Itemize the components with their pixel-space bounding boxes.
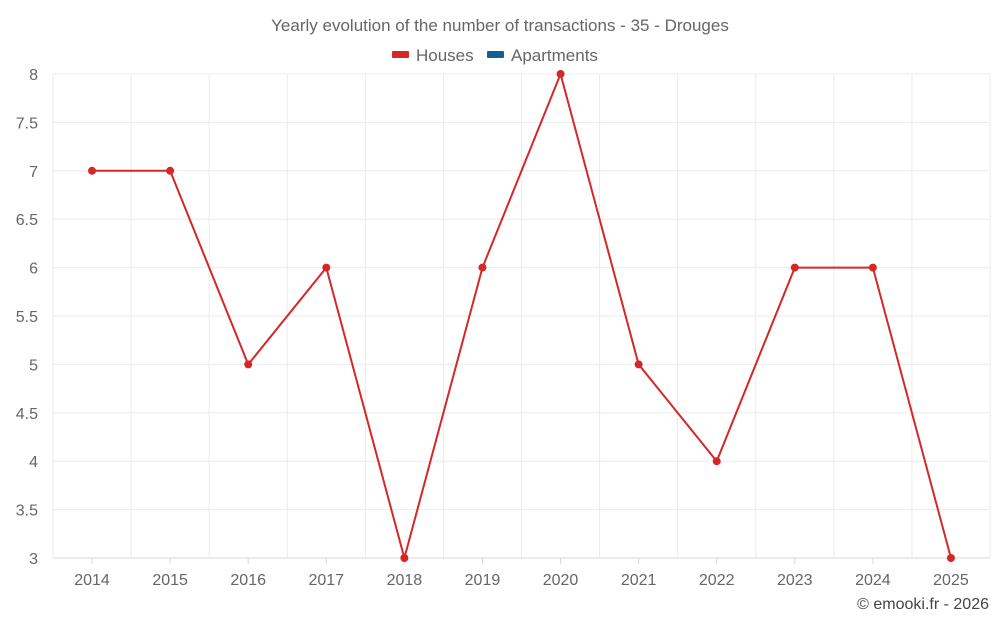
data-point-houses-2022[interactable] bbox=[712, 457, 721, 466]
data-point-houses-2020[interactable] bbox=[556, 70, 565, 78]
data-point-houses-2015[interactable] bbox=[166, 166, 175, 175]
y-tick-label: 6 bbox=[29, 261, 38, 278]
chart-title: Yearly evolution of the number of transa… bbox=[271, 16, 729, 35]
y-tick-label: 5 bbox=[29, 357, 38, 374]
y-tick-label: 5.5 bbox=[16, 309, 38, 326]
data-point-houses-2014[interactable] bbox=[88, 166, 97, 175]
x-tick-label: 2018 bbox=[387, 572, 423, 589]
y-axis-ticks: 3 3.5 4 4.5 5 5.5 6 6.5 7 7.5 8 bbox=[16, 67, 38, 568]
x-tick-label: 2015 bbox=[152, 572, 188, 589]
y-tick-label: 3 bbox=[29, 551, 38, 568]
legend-item-houses[interactable]: Houses bbox=[392, 46, 474, 65]
x-axis-ticks: 2014 2015 2016 2017 2018 2019 2020 2021 2022 2023… bbox=[74, 558, 969, 589]
x-tick-label: 2020 bbox=[543, 572, 579, 589]
x-tick-label: 2022 bbox=[699, 572, 735, 589]
x-tick-label: 2021 bbox=[621, 572, 657, 589]
legend: Houses Apartments bbox=[392, 46, 598, 65]
data-point-houses-2016[interactable] bbox=[244, 360, 253, 369]
y-tick-label: 8 bbox=[29, 67, 38, 84]
x-tick-label: 2016 bbox=[230, 572, 266, 589]
y-tick-label: 6.5 bbox=[16, 212, 38, 229]
series-layer bbox=[88, 70, 955, 562]
y-tick-label: 7 bbox=[29, 164, 38, 181]
y-tick-label: 4 bbox=[29, 454, 38, 471]
y-tick-label: 3.5 bbox=[16, 503, 38, 520]
legend-swatch-apartments bbox=[487, 51, 504, 58]
data-point-houses-2017[interactable] bbox=[322, 263, 331, 272]
data-point-houses-2024[interactable] bbox=[868, 263, 877, 272]
legend-swatch-houses bbox=[392, 51, 409, 58]
x-tick-label: 2023 bbox=[777, 572, 813, 589]
x-tick-label: 2014 bbox=[74, 572, 110, 589]
x-tick-label: 2019 bbox=[465, 572, 501, 589]
grid bbox=[52, 73, 991, 559]
data-point-houses-2018[interactable] bbox=[400, 554, 409, 562]
y-tick-label: 4.5 bbox=[16, 406, 38, 423]
x-tick-label: 2025 bbox=[933, 572, 969, 589]
series-line-houses bbox=[92, 73, 952, 559]
x-tick-label: 2017 bbox=[308, 572, 344, 589]
data-point-houses-2023[interactable] bbox=[790, 263, 799, 272]
data-point-houses-2021[interactable] bbox=[634, 360, 643, 369]
data-point-houses-2025[interactable] bbox=[946, 554, 955, 562]
legend-label-apartments: Apartments bbox=[511, 46, 598, 65]
credit-text: © emooki.fr - 2026 bbox=[857, 596, 989, 613]
data-point-houses-2019[interactable] bbox=[478, 263, 487, 272]
legend-label-houses: Houses bbox=[416, 46, 474, 65]
x-tick-label: 2024 bbox=[855, 572, 891, 589]
legend-item-apartments[interactable]: Apartments bbox=[487, 46, 598, 65]
y-tick-label: 7.5 bbox=[16, 115, 38, 132]
